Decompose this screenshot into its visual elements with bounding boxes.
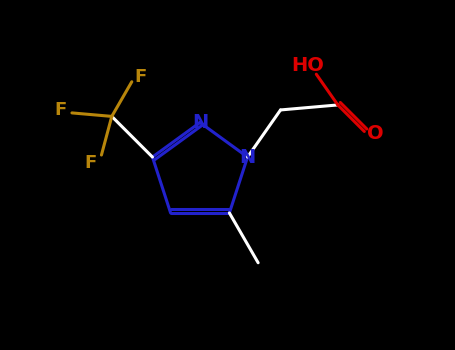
Text: N: N <box>239 148 256 167</box>
Text: O: O <box>367 125 384 144</box>
Text: F: F <box>84 154 96 172</box>
Text: F: F <box>135 68 147 86</box>
Text: N: N <box>192 113 208 132</box>
Text: F: F <box>55 102 67 119</box>
Text: HO: HO <box>291 56 324 75</box>
